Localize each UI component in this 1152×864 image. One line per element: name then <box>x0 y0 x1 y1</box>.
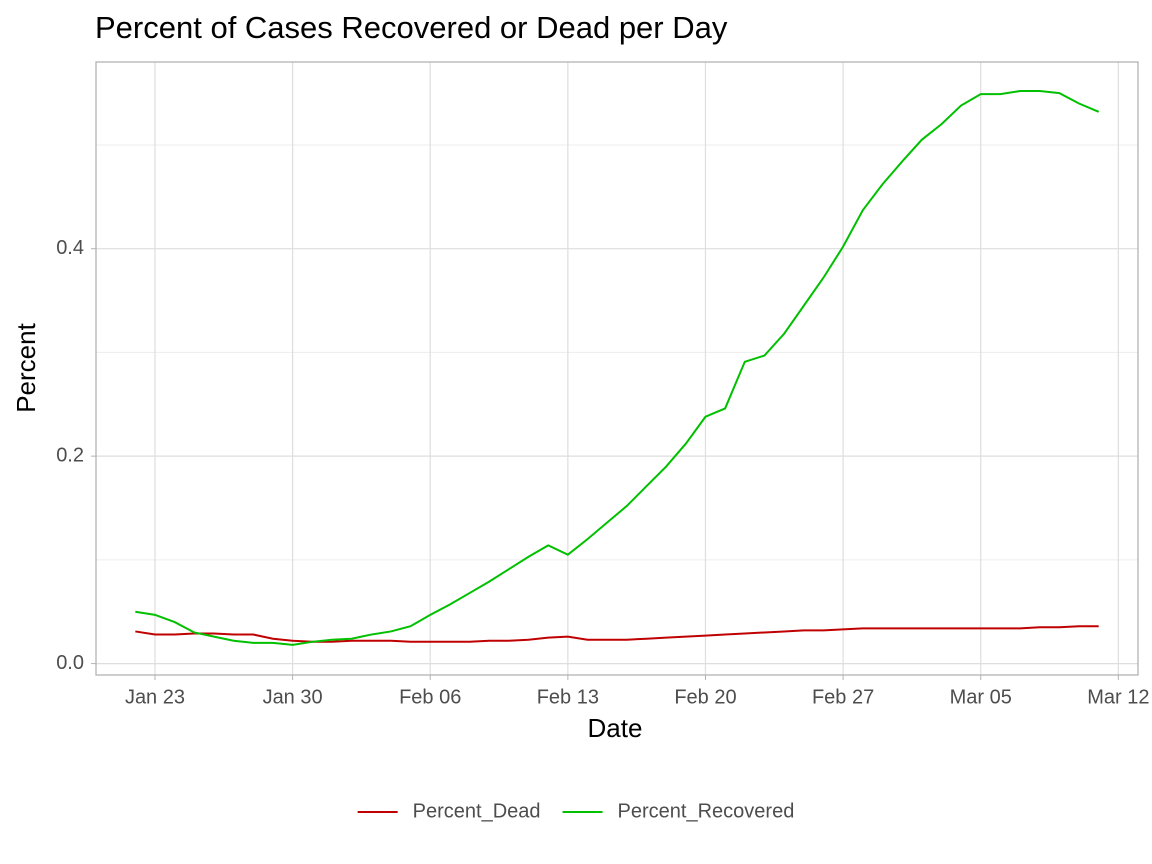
x-tick-label: Mar 05 <box>950 686 1012 708</box>
y-tick-label: 0.4 <box>56 237 84 259</box>
legend-label: Percent_Dead <box>413 800 541 822</box>
x-tick-label: Jan 30 <box>263 686 323 708</box>
legend-label: Percent_Recovered <box>618 800 795 822</box>
y-axis-label: Percent <box>11 322 41 412</box>
line <box>135 90 1100 646</box>
x-tick-label: Mar 12 <box>1087 686 1149 708</box>
x-tick-label: Jan 23 <box>125 686 185 708</box>
chart-title: Percent of Cases Recovered or Dead per D… <box>95 10 728 45</box>
x-tick-label: Feb 27 <box>812 686 874 708</box>
x-axis-label: Date <box>588 713 643 743</box>
plot-border <box>95 61 1139 676</box>
x-tick-label: Feb 20 <box>674 686 736 708</box>
line <box>135 625 1099 643</box>
y-tick-label: 0.2 <box>56 444 84 466</box>
y-tick-label: 0.0 <box>56 652 84 674</box>
x-tick-label: Feb 06 <box>399 686 461 708</box>
x-tick-label: Feb 13 <box>537 686 599 708</box>
